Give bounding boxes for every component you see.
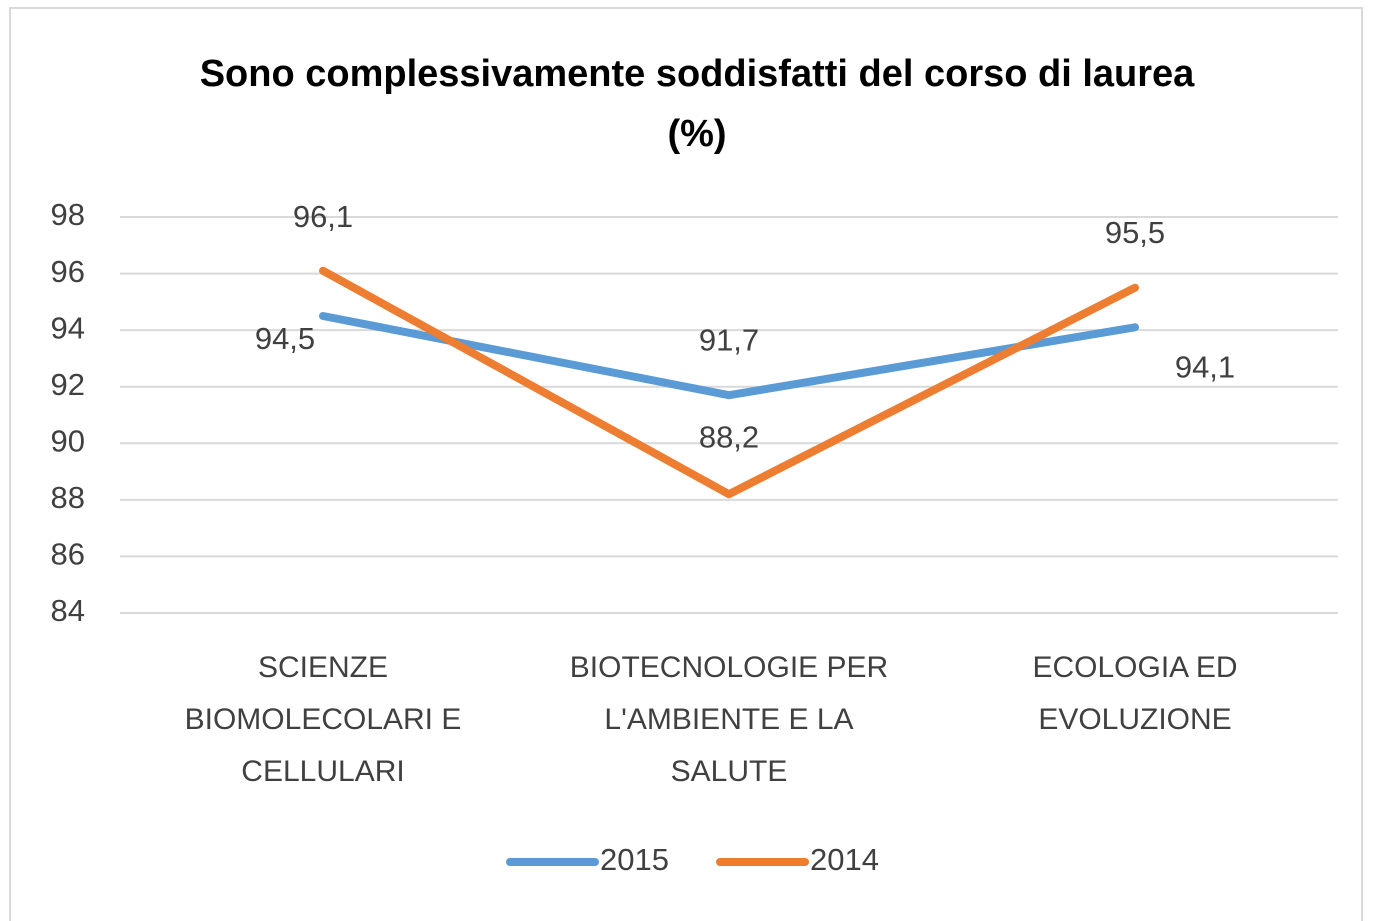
x-tick-label: BIOTECNOLOGIE PER L'AMBIENTE E LA SALUTE	[569, 651, 889, 788]
chart-title: Sono complessivamente soddisfatti del co…	[199, 53, 1195, 155]
y-tick-label: 92	[51, 367, 85, 402]
legend-label: 2015	[600, 842, 669, 877]
data-label: 96,1	[293, 199, 353, 234]
x-tick-label: SCIENZE BIOMOLECOLARI E CELLULARI	[184, 651, 462, 788]
data-label: 94,5	[255, 321, 315, 356]
y-tick-label: 84	[51, 593, 85, 628]
y-tick-label: 86	[51, 537, 85, 572]
data-label: 95,5	[1105, 215, 1165, 250]
y-tick-label: 88	[51, 480, 85, 515]
y-tick-label: 90	[51, 423, 85, 458]
y-tick-label: 94	[51, 310, 85, 345]
data-label: 88,2	[699, 419, 759, 454]
chart-border	[9, 7, 1363, 921]
line-series	[319, 266, 1139, 499]
x-tick-label: ECOLOGIA ED EVOLUZIONE	[1032, 651, 1238, 736]
data-label: 94,1	[1175, 350, 1235, 385]
y-tick-label: 98	[51, 197, 85, 232]
data-label: 91,7	[699, 322, 759, 357]
legend-label: 2014	[810, 842, 879, 877]
y-tick-label: 96	[51, 254, 85, 289]
